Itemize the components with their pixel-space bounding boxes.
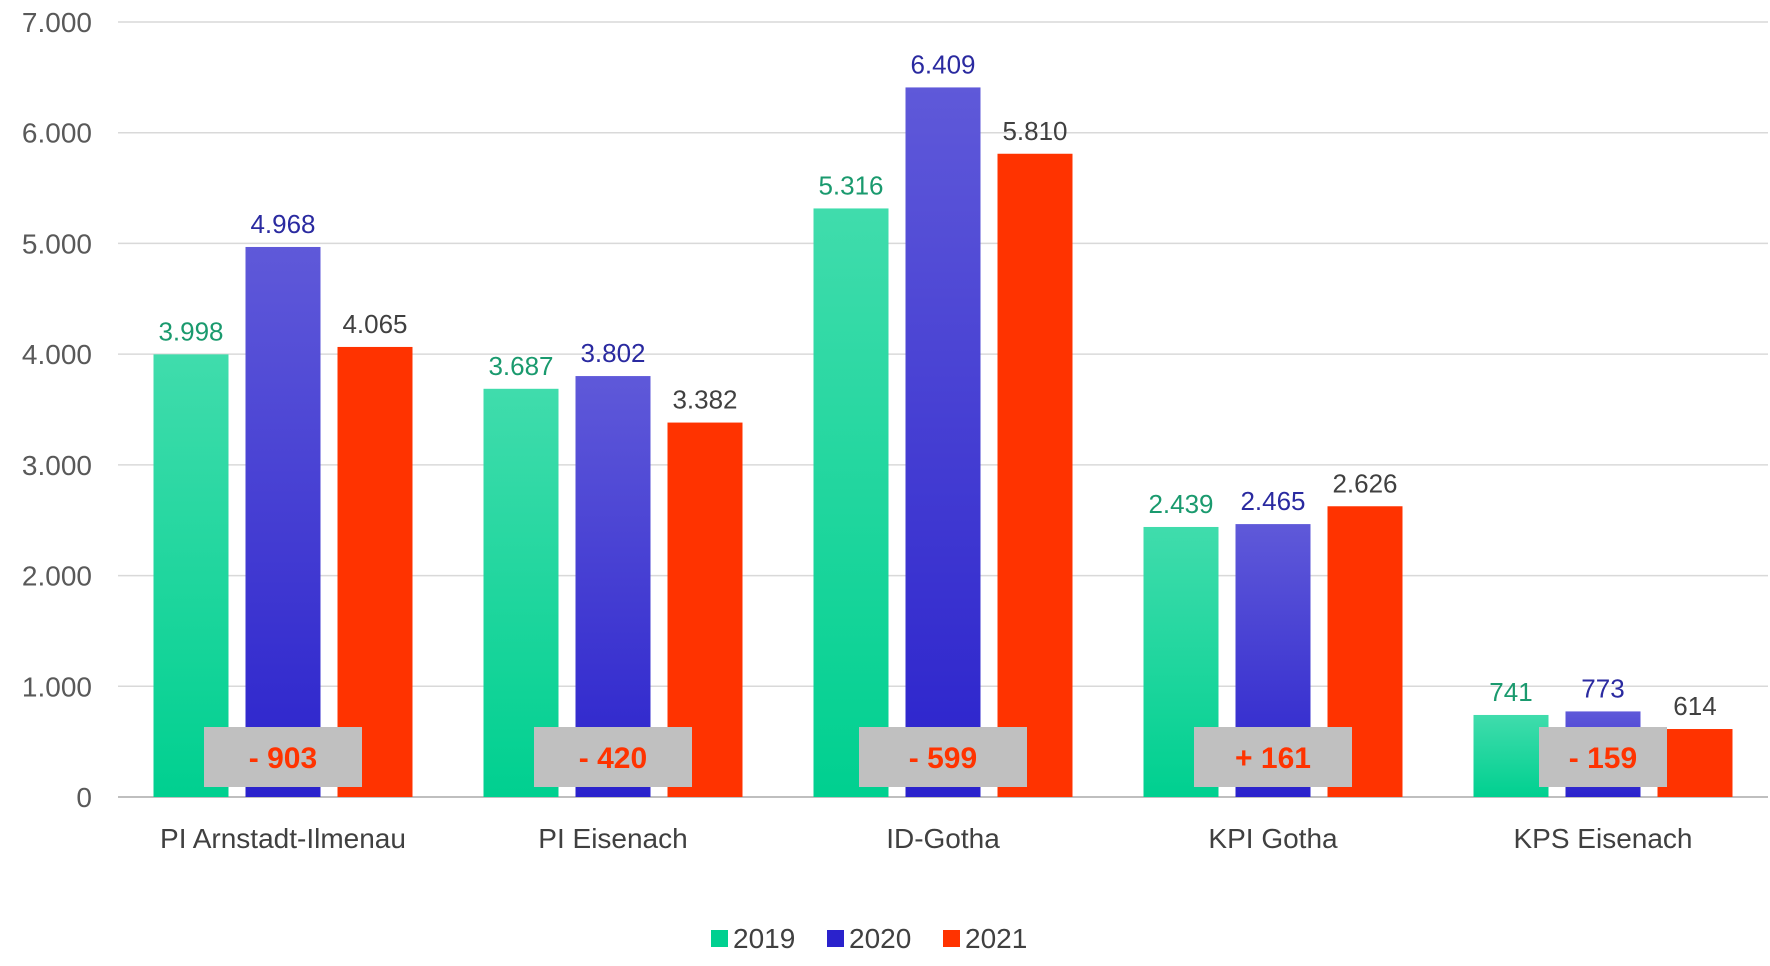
x-axis: PI Arnstadt-Ilmenau PI Eisenach ID-Gotha KP…: [160, 823, 1692, 854]
bar-kps-eisenach-2019: [1473, 714, 1549, 797]
difference-boxes: - 903 - 420 - 599 + 161 - 159: [204, 727, 1667, 787]
legend: 2019 2020 2021: [711, 923, 1027, 954]
data-label-kpi-gotha-2021: 2.626: [1332, 468, 1397, 498]
data-label-kps-eisenach-2021: 614: [1673, 691, 1716, 721]
data-label-pi-eisenach-2021: 3.382: [672, 385, 737, 415]
bar-id-gotha-2020: [905, 87, 981, 798]
difference-box-kps-eisenach: [1539, 727, 1667, 787]
bar-pi-eisenach-2020: [575, 376, 651, 797]
x-tick-label-id-gotha: ID-Gotha: [886, 823, 1000, 854]
bar-kps-eisenach-2021: [1657, 729, 1733, 797]
data-label-kpi-gotha-2019: 2.439: [1148, 489, 1213, 519]
legend-swatch-2019: [711, 930, 728, 947]
x-tick-label-pi-arnstadt-ilmenau: PI Arnstadt-Ilmenau: [160, 823, 406, 854]
y-tick-label: 6.000: [22, 118, 92, 149]
legend-label-2021: 2021: [965, 923, 1027, 954]
data-label-kpi-gotha-2020: 2.465: [1240, 486, 1305, 516]
bar-pi-arnstadt-ilmenau-2019: [153, 354, 229, 797]
difference-label-id-gotha: - 599: [909, 742, 977, 775]
y-axis: 0 1.000 2.000 3.000 4.000 5.000 6.000 7.000: [22, 7, 92, 813]
y-tick-label: 2.000: [22, 561, 92, 592]
difference-box-pi-arnstadt-ilmenau: [204, 727, 362, 787]
data-label-id-gotha-2019: 5.316: [818, 170, 883, 200]
legend-swatch-2020: [827, 930, 844, 947]
difference-label-kpi-gotha: + 161: [1235, 742, 1311, 775]
data-label-pi-eisenach-2019: 3.687: [488, 351, 553, 381]
legend-label-2019: 2019: [733, 923, 795, 954]
data-label-pi-arnstadt-ilmenau-2019: 3.998: [158, 316, 223, 346]
data-label-pi-arnstadt-ilmenau-2021: 4.065: [342, 309, 407, 339]
data-label-id-gotha-2021: 5.810: [1002, 116, 1067, 146]
y-tick-label: 0: [76, 782, 92, 813]
difference-box-pi-eisenach: [534, 727, 692, 787]
y-tick-label: 5.000: [22, 228, 92, 259]
data-label-kps-eisenach-2019: 741: [1489, 677, 1532, 707]
y-tick-label: 1.000: [22, 671, 92, 702]
difference-label-kps-eisenach: - 159: [1569, 742, 1637, 775]
y-tick-label: 3.000: [22, 450, 92, 481]
x-tick-label-kps-eisenach: KPS Eisenach: [1514, 823, 1693, 854]
bar-id-gotha-2019: [813, 208, 889, 797]
data-label-pi-eisenach-2020: 3.802: [580, 338, 645, 368]
bar-id-gotha-2021: [997, 153, 1073, 797]
legend-swatch-2021: [943, 930, 960, 947]
y-tick-label: 4.000: [22, 339, 92, 370]
data-label-pi-arnstadt-ilmenau-2020: 4.968: [250, 209, 315, 239]
difference-label-pi-arnstadt-ilmenau: - 903: [249, 742, 317, 775]
difference-box-kpi-gotha: [1194, 727, 1352, 787]
difference-label-pi-eisenach: - 420: [579, 742, 647, 775]
legend-label-2020: 2020: [849, 923, 911, 954]
data-labels: 3.998 4.968 4.065 3.687 3.802 3.382 5.316 6.409…: [158, 49, 1716, 721]
difference-box-id-gotha: [859, 727, 1027, 787]
data-label-id-gotha-2020: 6.409: [910, 49, 975, 79]
y-tick-label: 7.000: [22, 7, 92, 38]
bar-pi-arnstadt-ilmenau-2021: [337, 346, 413, 797]
x-tick-label-pi-eisenach: PI Eisenach: [538, 823, 687, 854]
x-tick-label-kpi-gotha: KPI Gotha: [1208, 823, 1338, 854]
data-label-kps-eisenach-2020: 773: [1581, 673, 1624, 703]
bar-pi-arnstadt-ilmenau-2020: [245, 246, 321, 797]
